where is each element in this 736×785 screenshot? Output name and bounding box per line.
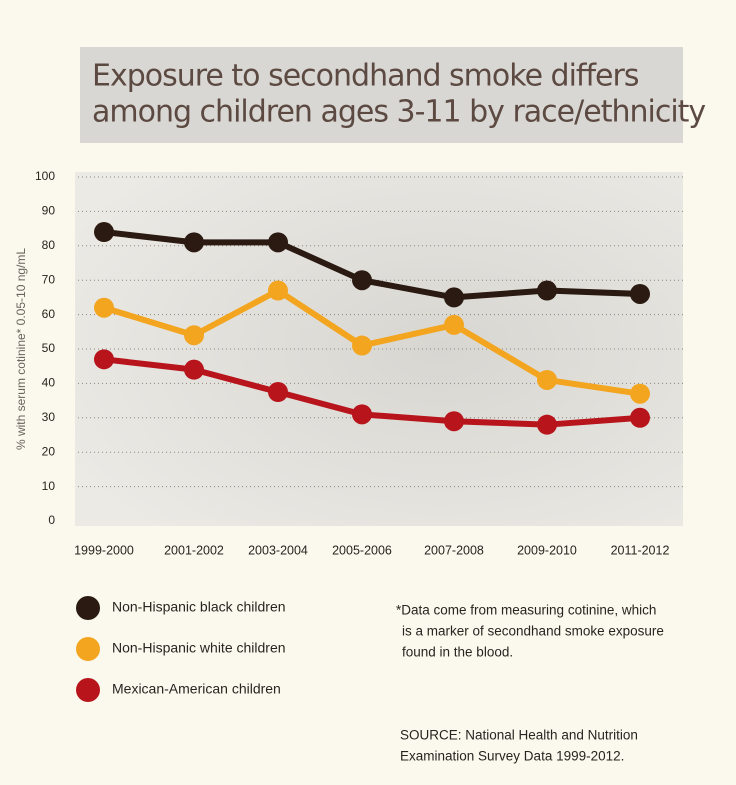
- data-point: [630, 383, 650, 404]
- y-tick-label: 100: [35, 169, 55, 183]
- y-axis-label: % with serum cotinine* 0.05-10 ng/mL: [14, 248, 28, 450]
- legend-label: Non-Hispanic black children: [112, 599, 286, 615]
- data-point: [268, 280, 288, 301]
- x-tick-label: 2005-2006: [332, 543, 392, 557]
- data-point: [94, 222, 114, 243]
- y-tick-label: 70: [42, 272, 56, 286]
- data-point: [537, 414, 557, 435]
- data-point: [537, 369, 557, 390]
- data-point: [537, 280, 557, 301]
- footnote: is a marker of secondhand smoke exposure: [402, 624, 664, 639]
- data-point: [94, 349, 114, 370]
- legend-label: Non-Hispanic white children: [112, 640, 286, 656]
- y-tick-label: 10: [42, 479, 56, 493]
- y-tick-label: 80: [42, 238, 56, 252]
- data-point: [444, 287, 464, 308]
- data-point: [352, 270, 372, 291]
- data-point: [94, 297, 114, 318]
- legend-label: Mexican-American children: [112, 681, 281, 697]
- source: Examination Survey Data 1999-2012.: [400, 749, 624, 764]
- legend-marker: [76, 596, 100, 620]
- x-tick-label: 2011-2012: [611, 543, 670, 557]
- x-tick-label: 2003-2004: [248, 543, 308, 557]
- y-tick-label: 0: [48, 513, 55, 527]
- y-tick-label: 50: [42, 341, 56, 355]
- footnote: *Data come from measuring cotinine, whic…: [396, 603, 656, 618]
- data-point: [184, 232, 204, 253]
- data-point: [630, 283, 650, 304]
- y-tick-label: 20: [42, 444, 56, 458]
- x-tick-label: 2007-2008: [424, 543, 484, 557]
- x-tick-label: 2001-2002: [164, 543, 224, 557]
- chart-title: among children ages 3-11 by race/ethnici…: [92, 95, 705, 130]
- title-box: [80, 47, 683, 143]
- legend-marker: [76, 678, 100, 702]
- legend-marker: [76, 637, 100, 661]
- source: SOURCE: National Health and Nutrition: [400, 728, 638, 743]
- y-tick-label: 30: [42, 410, 56, 424]
- y-tick-label: 60: [42, 307, 56, 321]
- chart-title: Exposure to secondhand smoke differs: [92, 59, 639, 94]
- data-point: [268, 382, 288, 402]
- footnote: found in the blood.: [402, 645, 513, 660]
- data-point: [184, 325, 204, 346]
- data-point: [184, 359, 204, 380]
- y-tick-label: 40: [42, 376, 56, 390]
- x-tick-label: 2009-2010: [517, 543, 577, 557]
- data-point: [444, 411, 464, 432]
- data-point: [268, 232, 288, 253]
- x-tick-label: 1999-2000: [74, 543, 134, 557]
- data-point: [352, 335, 372, 356]
- data-point: [630, 407, 650, 428]
- data-point: [444, 314, 464, 335]
- data-point: [352, 404, 372, 425]
- y-tick-label: 90: [42, 204, 56, 218]
